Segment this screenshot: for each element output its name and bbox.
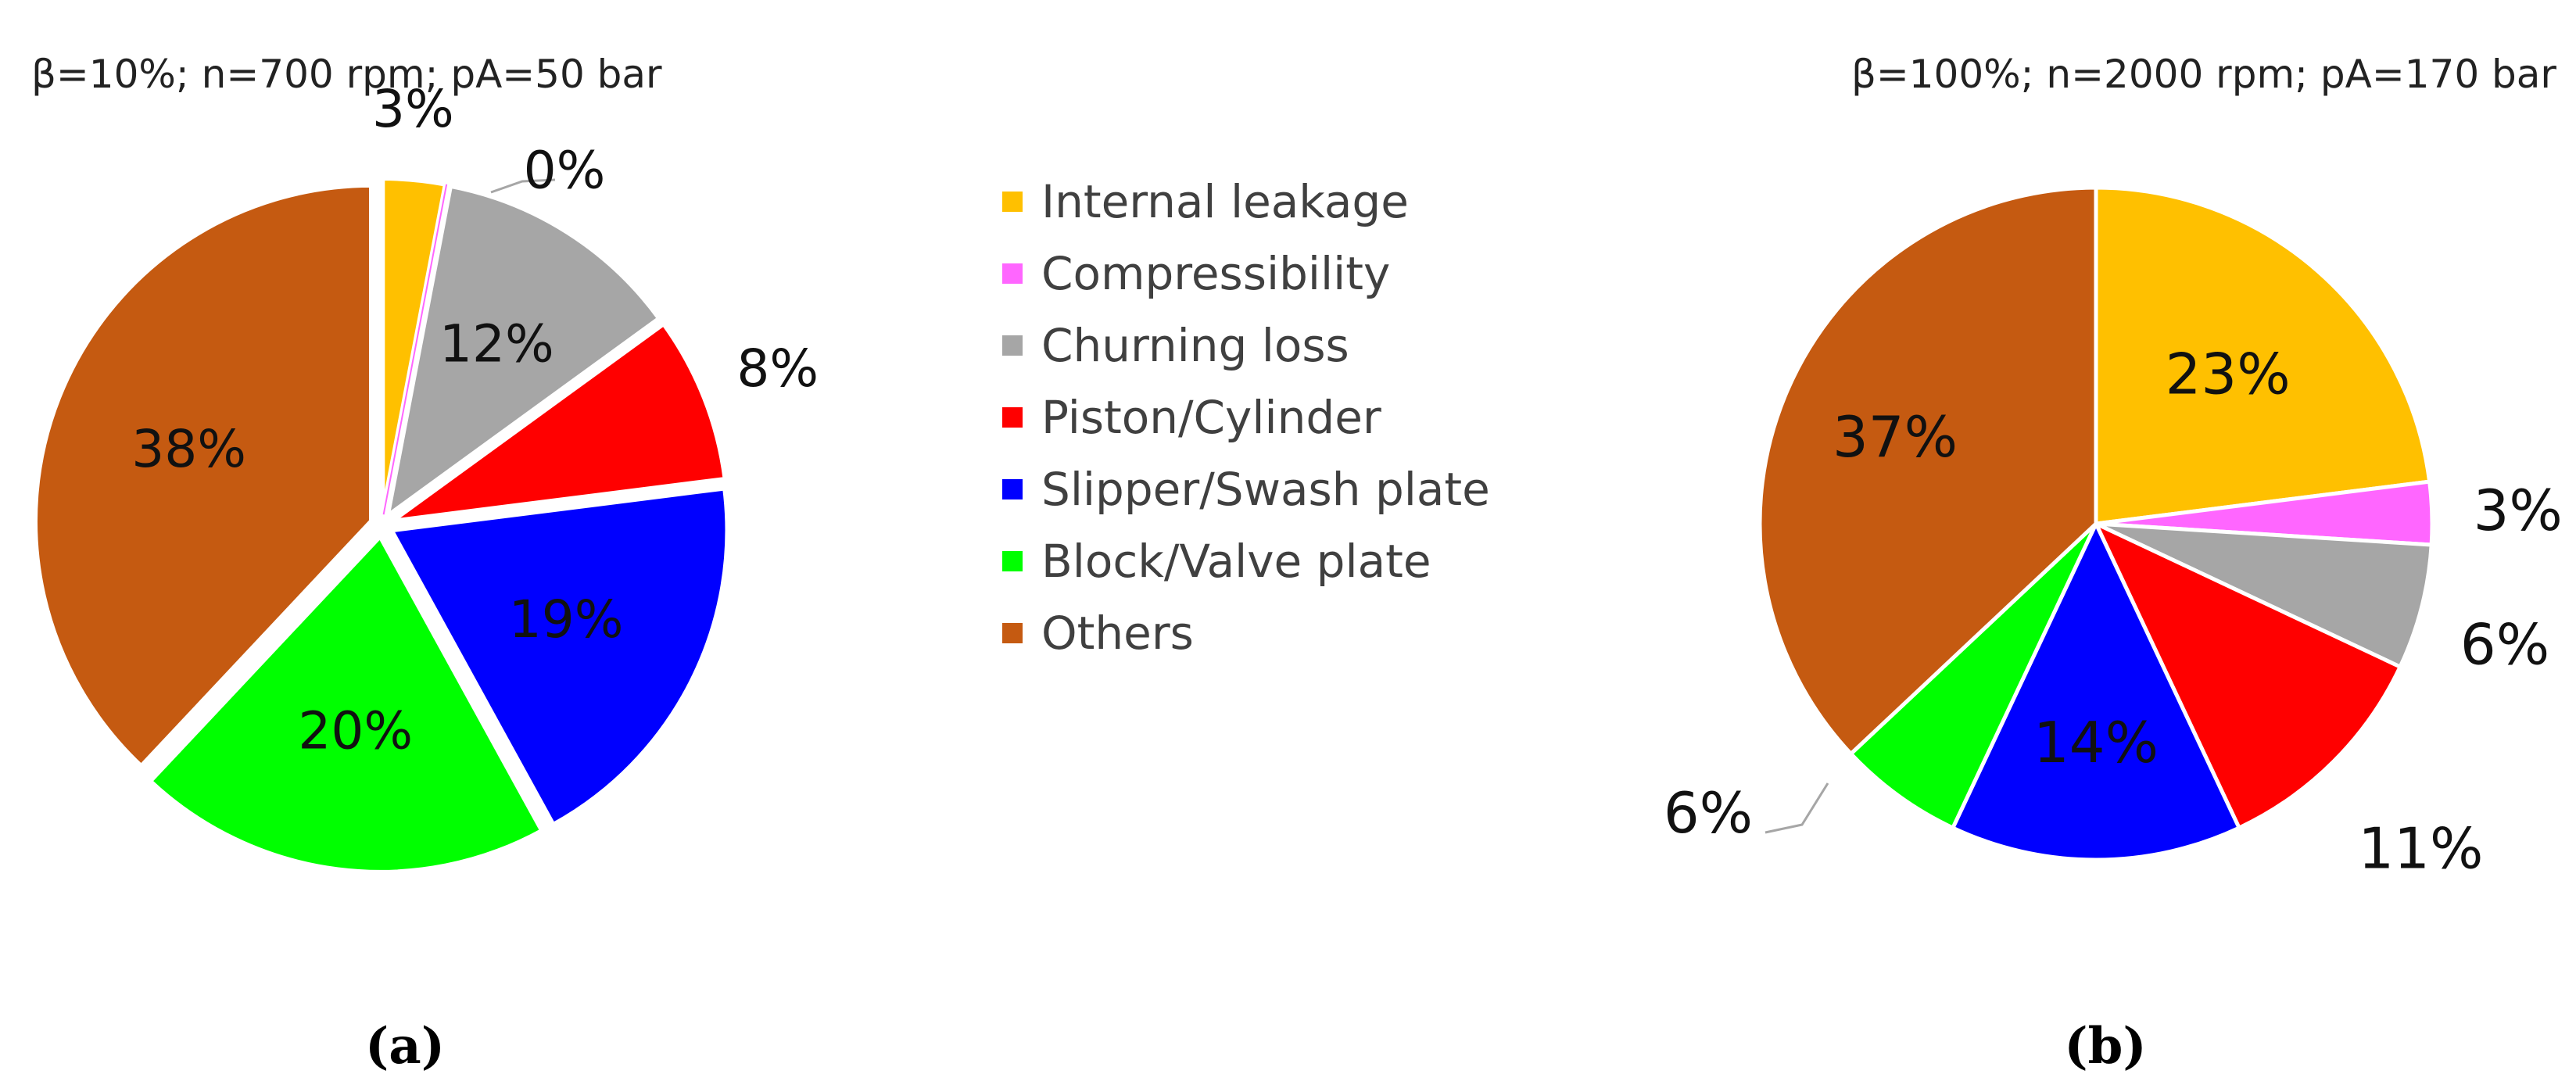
chart-b-title: β=100%; n=2000 rpm; pA=170 bar — [1851, 52, 2556, 97]
legend-swatch-piston-cylinder — [1002, 407, 1023, 428]
chart-a-labels: 3% 0% 12% 8% 19% 20% 38% — [131, 79, 819, 761]
chart-a-label-block-valve-plate: 20% — [298, 700, 413, 761]
chart-a-label-slipper-swash-plate: 19% — [509, 589, 624, 650]
chart-b-slice-slipper-swash-plate — [1951, 521, 2241, 862]
legend-swatch-slipper-swash-plate — [1002, 479, 1023, 499]
chart-a-slice-churning-loss — [385, 183, 662, 519]
chart-a-slice-block-valve-plate — [147, 533, 545, 875]
chart-a-label-churning-loss: 12% — [439, 313, 554, 374]
legend-swatch-compressibility — [1002, 263, 1023, 284]
chart-b-slices — [1757, 185, 2434, 862]
chart-a-slice-others — [33, 182, 374, 769]
chart-b-slice-churning-loss — [2094, 521, 2434, 669]
chart-a-label-compressibility: 0% — [524, 141, 606, 201]
chart-b-slice-internal-leakage — [2094, 185, 2432, 526]
legend: Internal leakage Compressibility Churning … — [1002, 175, 1490, 660]
legend-swatch-churning-loss — [1002, 335, 1023, 356]
legend-swatch-internal-leakage — [1002, 192, 1023, 212]
chart-a-slices — [33, 176, 730, 875]
chart-b-label-compressibility: 3% — [2474, 478, 2563, 543]
chart-b-slice-block-valve-plate — [1849, 521, 2098, 830]
legend-swatch-others — [1002, 623, 1023, 643]
chart-a-slice-slipper-swash-plate — [389, 485, 730, 828]
legend-item-internal-leakage: Internal leakage — [1041, 175, 1409, 228]
chart-b-label-others: 37% — [1833, 404, 1958, 470]
legend-swatch-block-valve-plate — [1002, 551, 1023, 571]
legend-item-piston-cylinder: Piston/Cylinder — [1041, 391, 1381, 444]
chart-b-label-slipper-swash-plate: 14% — [2033, 710, 2159, 775]
chart-a-panel-label: (a) — [365, 1017, 445, 1076]
chart-a-slice-piston-cylinder — [389, 321, 728, 524]
chart-b-label-churning-loss: 6% — [2460, 611, 2549, 677]
chart-a-label-internal-leakage: 3% — [372, 79, 454, 139]
chart-a: β=10%; n=700 rpm; pA=50 bar 3% 0% 12% 8% 19%… — [31, 52, 819, 1076]
legend-item-churning-loss: Churning loss — [1041, 319, 1349, 372]
legend-item-others: Others — [1041, 607, 1194, 660]
chart-a-slice-compressibility — [382, 184, 448, 515]
chart-a-label-others: 38% — [131, 419, 246, 479]
chart-b-labels: 23% 3% 6% 11% 14% 6% 37% — [1664, 342, 2563, 882]
chart-b-label-block-valve-plate: 6% — [1664, 780, 1753, 846]
chart-b-panel-label: (b) — [2064, 1017, 2146, 1076]
legend-item-compressibility: Compressibility — [1041, 247, 1390, 300]
legend-item-slipper-swash-plate: Slipper/Swash plate — [1041, 463, 1490, 516]
chart-b-slice-piston-cylinder — [2094, 521, 2402, 830]
chart-a-slice-internal-leakage — [380, 176, 448, 517]
chart-a-title: β=10%; n=700 rpm; pA=50 bar — [31, 52, 662, 97]
chart-a-label-piston-cylinder: 8% — [736, 338, 819, 399]
chart-b-slice-others — [1757, 185, 2098, 756]
chart-b: β=100%; n=2000 rpm; pA=170 bar 23% 3% 6% 11… — [1664, 52, 2563, 1076]
chart-b-leader-block-valve-plate — [1765, 782, 1829, 834]
chart-b-label-internal-leakage: 23% — [2166, 342, 2291, 407]
legend-item-block-valve-plate: Block/Valve plate — [1041, 535, 1431, 588]
chart-a-leader-compressibility — [490, 178, 556, 194]
chart-b-label-piston-cylinder: 11% — [2358, 815, 2483, 881]
